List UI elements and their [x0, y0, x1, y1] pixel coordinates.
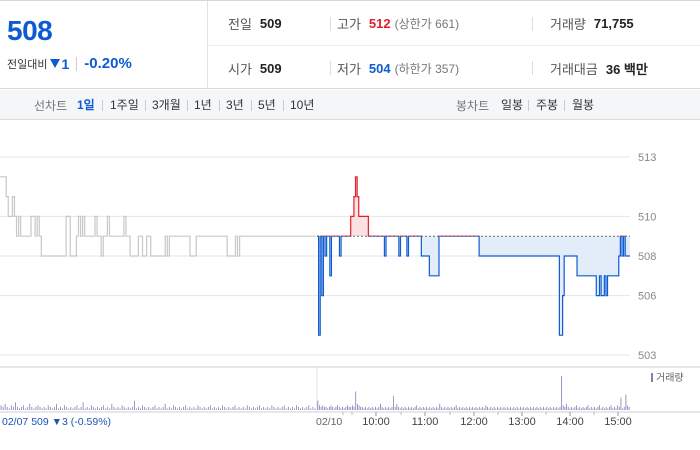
down-triangle-icon: [50, 59, 61, 68]
tab-3-years[interactable]: 3년: [226, 98, 244, 112]
change-label: 전일대비: [7, 58, 48, 71]
y-tick-label: 513: [638, 152, 656, 164]
prev-close-value: 509: [259, 15, 282, 31]
volume-label: 거래량: [550, 16, 586, 32]
divider: [532, 61, 533, 75]
amount-label: 거래대금: [550, 61, 598, 77]
y-axis-labels: 513 510 508 506 503: [638, 152, 656, 362]
area-fills: [317, 176, 630, 336]
open-label: 시가: [228, 61, 252, 77]
price-lines: [0, 176, 630, 336]
time-tick-label: 14:00: [556, 416, 584, 428]
open-value: 509: [259, 60, 282, 76]
tab-divider: [102, 100, 103, 111]
today-line-up: [317, 176, 626, 237]
header-divider: [208, 45, 700, 46]
tab-monthly-candle[interactable]: 월봉: [572, 98, 595, 112]
tab-divider: [219, 100, 220, 111]
volume-legend: 거래량: [656, 372, 684, 384]
tab-daily-candle[interactable]: 일봉: [501, 98, 524, 112]
low-value: 504: [368, 60, 391, 76]
up-area: [350, 176, 369, 237]
time-tick-label: 15:00: [604, 416, 632, 428]
volume-value: 71,755: [593, 15, 634, 31]
prev-day-line: [0, 176, 316, 257]
divider: [532, 17, 533, 31]
price-box: 508 전일대비 1 -0.20%: [0, 1, 208, 89]
prev-close-label: 전일: [228, 16, 252, 32]
chart-period-toolbar: 선차트 1일 1주일 3개월 1년 3년 5년 10년 봉차트 일봉 주봉 월봉: [0, 90, 700, 120]
candle-chart-title: 봉차트: [456, 99, 490, 113]
tab-3-months[interactable]: 3개월: [152, 98, 181, 112]
time-tick-label: 11:00: [412, 416, 439, 428]
divider: [330, 61, 331, 75]
chart-grid: [0, 156, 700, 413]
tab-5-years[interactable]: 5년: [258, 98, 276, 112]
high-label: 고가: [337, 16, 361, 32]
tab-1-week[interactable]: 1주일: [110, 98, 139, 112]
volume-bars: 거래량: [0, 372, 684, 410]
change-row: 전일대비 1 -0.20%: [7, 55, 132, 72]
down-area: [317, 236, 630, 336]
tab-divider: [187, 100, 188, 111]
y-tick-label: 503: [638, 350, 656, 362]
volume-legend-marker: [651, 373, 653, 382]
quote-prev-close: 전일 509: [228, 1, 282, 45]
low-label: 저가: [337, 61, 361, 77]
prev-day-footer-label: 02/07 509 ▼3 (-0.59%): [2, 416, 111, 428]
amount-value: 36 백만: [605, 61, 648, 77]
tab-divider: [251, 100, 252, 111]
today-line-down: [317, 236, 630, 336]
tab-1-year[interactable]: 1년: [194, 98, 212, 112]
change-percent: -0.20%: [84, 55, 132, 72]
tab-divider: [283, 100, 284, 111]
current-price: 508: [7, 15, 53, 46]
y-tick-label: 510: [638, 211, 656, 223]
y-tick-label: 508: [638, 251, 656, 263]
tab-weekly-candle[interactable]: 주봉: [536, 98, 559, 112]
change-value: 1: [61, 55, 70, 72]
lower-limit: (하한가 357): [394, 61, 460, 76]
quote-amount: 거래대금 36 백만: [550, 46, 648, 90]
time-axis: 02/07 509 ▼3 (-0.59%) 02/10 10:00 11:00 12:0…: [2, 412, 632, 428]
tab-1-day[interactable]: 1일: [77, 98, 95, 112]
quote-header: 508 전일대비 1 -0.20% 전일 509 고가 512 (상한가 661…: [0, 0, 700, 89]
divider: [330, 17, 331, 31]
quote-volume: 거래량 71,755: [550, 1, 634, 45]
time-tick-label: 12:00: [460, 416, 488, 428]
tab-divider: [528, 100, 529, 111]
upper-limit: (상한가 661): [394, 16, 460, 31]
time-tick-label: 10:00: [362, 416, 390, 428]
time-tick-label: 13:00: [508, 416, 536, 428]
tab-divider: [564, 100, 565, 111]
tab-10-years[interactable]: 10년: [290, 98, 315, 112]
quote-open: 시가 509: [228, 46, 282, 90]
y-tick-label: 506: [638, 291, 656, 303]
quote-low: 저가 504 (하한가 357): [337, 46, 459, 90]
tab-divider: [145, 100, 146, 111]
day-label: 02/10: [316, 416, 342, 428]
high-value: 512: [368, 15, 391, 31]
change-divider: [76, 56, 78, 71]
quote-high: 고가 512 (상한가 661): [337, 1, 459, 45]
line-chart-title: 선차트: [34, 99, 68, 113]
price-chart: 513 510 508 506 503 거래량 02/07 509 ▼3 (-0.59%…: [0, 152, 700, 428]
